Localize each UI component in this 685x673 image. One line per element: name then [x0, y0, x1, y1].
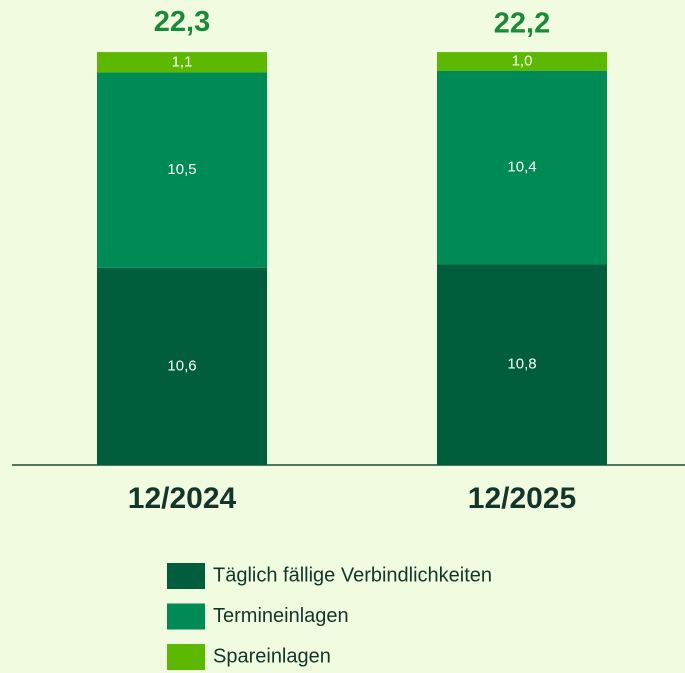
legend-swatch: [167, 603, 205, 630]
x-tick-label: 12/2024: [128, 482, 237, 515]
bar-segment: [437, 264, 607, 465]
bar-segment: [97, 52, 267, 73]
legend-label: Täglich fällige Verbindlichkeiten: [213, 564, 492, 586]
segment-label: 1,0: [512, 52, 533, 69]
bar-segment: [97, 72, 267, 268]
legend-label: Termineinlagen: [213, 605, 349, 627]
total-label: 22,3: [154, 6, 210, 38]
legend-label: Spareinlagen: [213, 645, 331, 667]
bar-segment: [437, 52, 607, 71]
segment-label: 10,6: [167, 357, 196, 374]
bar-segment: [437, 70, 607, 265]
segment-label: 10,5: [167, 161, 196, 178]
segment-label: 10,8: [507, 356, 536, 373]
legend-swatch: [167, 563, 205, 589]
bar-segment: [97, 267, 267, 465]
segment-label: 1,1: [172, 53, 193, 70]
total-label: 22,2: [494, 8, 550, 40]
x-tick-label: 12/2025: [468, 482, 576, 515]
legend-swatch: [167, 644, 205, 670]
segment-label: 10,4: [507, 158, 536, 175]
